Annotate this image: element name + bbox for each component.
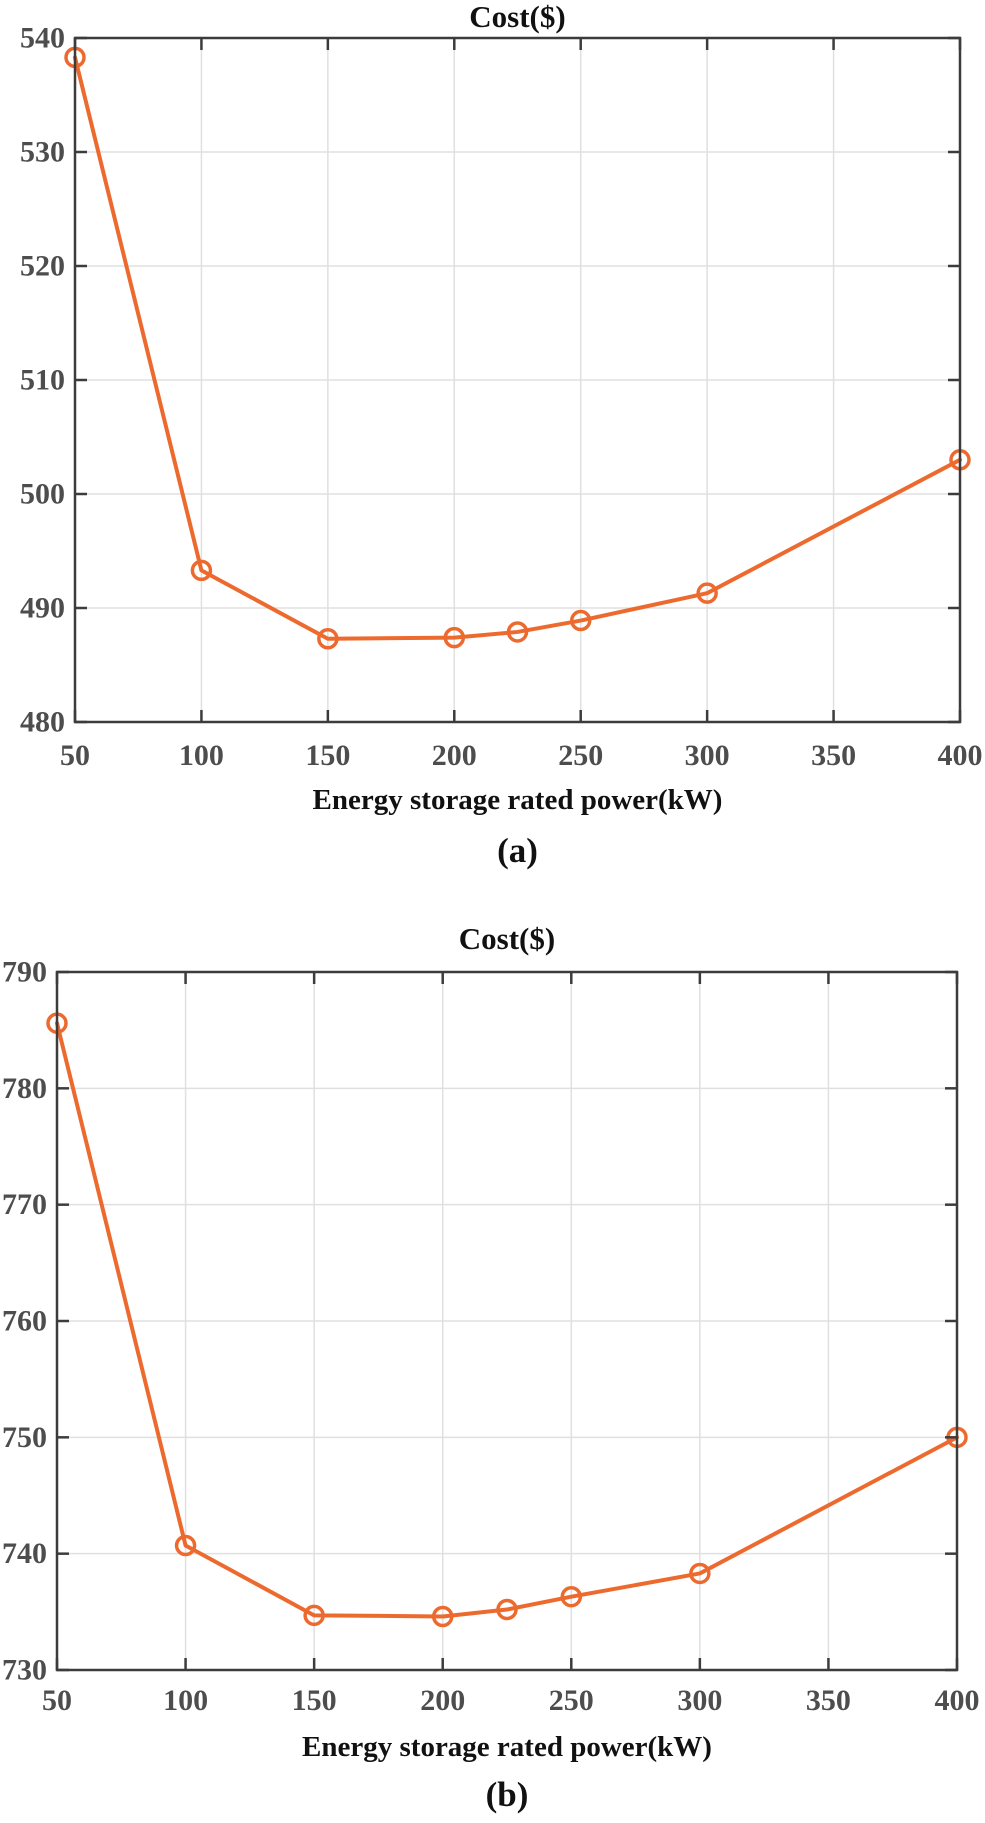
y-tick-label: 730 xyxy=(2,1654,47,1687)
chart-panel-a: 50 100 150 200 250 300 350 400 480 490 500 510 520 53… xyxy=(20,22,983,773)
y-tick-label: 750 xyxy=(2,1421,47,1454)
data-point-marker xyxy=(689,1562,711,1585)
panel-a-label: (a) xyxy=(497,831,538,870)
x-tick-label: 100 xyxy=(163,1684,208,1717)
y-tick-label: 480 xyxy=(20,706,65,739)
y-tick-label: 770 xyxy=(2,1188,47,1221)
y-tick-label: 500 xyxy=(20,478,65,511)
chart-b-xlabel: Energy storage rated power(kW) xyxy=(302,1731,712,1763)
chart-b-title: Cost($) xyxy=(458,921,556,956)
x-tick-label: 350 xyxy=(806,1684,851,1717)
x-tick-label: 200 xyxy=(420,1684,465,1717)
data-point-marker xyxy=(443,626,466,649)
data-point-marker xyxy=(560,1585,583,1608)
x-tick-label: 400 xyxy=(938,739,983,772)
y-tick-label: 490 xyxy=(20,592,65,625)
x-tick-label: 150 xyxy=(305,739,350,772)
x-tick-label: 250 xyxy=(558,739,603,772)
panel-b-label: (b) xyxy=(485,1775,529,1814)
y-tick-label: 520 xyxy=(20,250,65,283)
x-tick-label: 100 xyxy=(179,739,224,772)
x-tick-label: 250 xyxy=(549,1684,594,1717)
cost-line xyxy=(55,1021,959,1619)
y-tick-label: 780 xyxy=(2,1072,47,1105)
chart-a-xlabel: Energy storage rated power(kW) xyxy=(312,784,723,816)
data-point-marker xyxy=(303,1604,325,1627)
data-point-marker xyxy=(190,559,213,582)
x-tick-label: 350 xyxy=(811,739,856,772)
data-point-marker xyxy=(569,609,592,632)
chart-a-title: Cost($) xyxy=(469,0,566,34)
x-tick-label: 300 xyxy=(685,739,730,772)
y-tick-label: 740 xyxy=(2,1537,47,1570)
data-point-marker xyxy=(506,621,529,643)
x-tick-label: 150 xyxy=(292,1684,337,1717)
data-point-marker xyxy=(431,1605,454,1628)
data-point-marker xyxy=(696,582,718,604)
data-point-marker xyxy=(496,1598,518,1621)
x-tick-label: 300 xyxy=(677,1684,722,1717)
cost-line xyxy=(73,55,962,641)
y-tick-label: 540 xyxy=(20,22,65,55)
x-tick-label: 50 xyxy=(42,1684,72,1717)
chart-panel-b: 50 100 150 200 250 300 350 400 730 740 750 760 770 78… xyxy=(2,956,980,1718)
x-tick-label: 400 xyxy=(935,1684,980,1717)
y-tick-label: 530 xyxy=(20,136,65,169)
x-tick-label: 50 xyxy=(60,739,90,772)
y-tick-label: 790 xyxy=(2,956,47,989)
y-tick-label: 510 xyxy=(20,364,65,397)
data-point-marker xyxy=(317,628,339,650)
y-tick-label: 760 xyxy=(2,1305,47,1338)
data-point-marker xyxy=(174,1534,197,1557)
x-tick-label: 200 xyxy=(432,739,477,772)
